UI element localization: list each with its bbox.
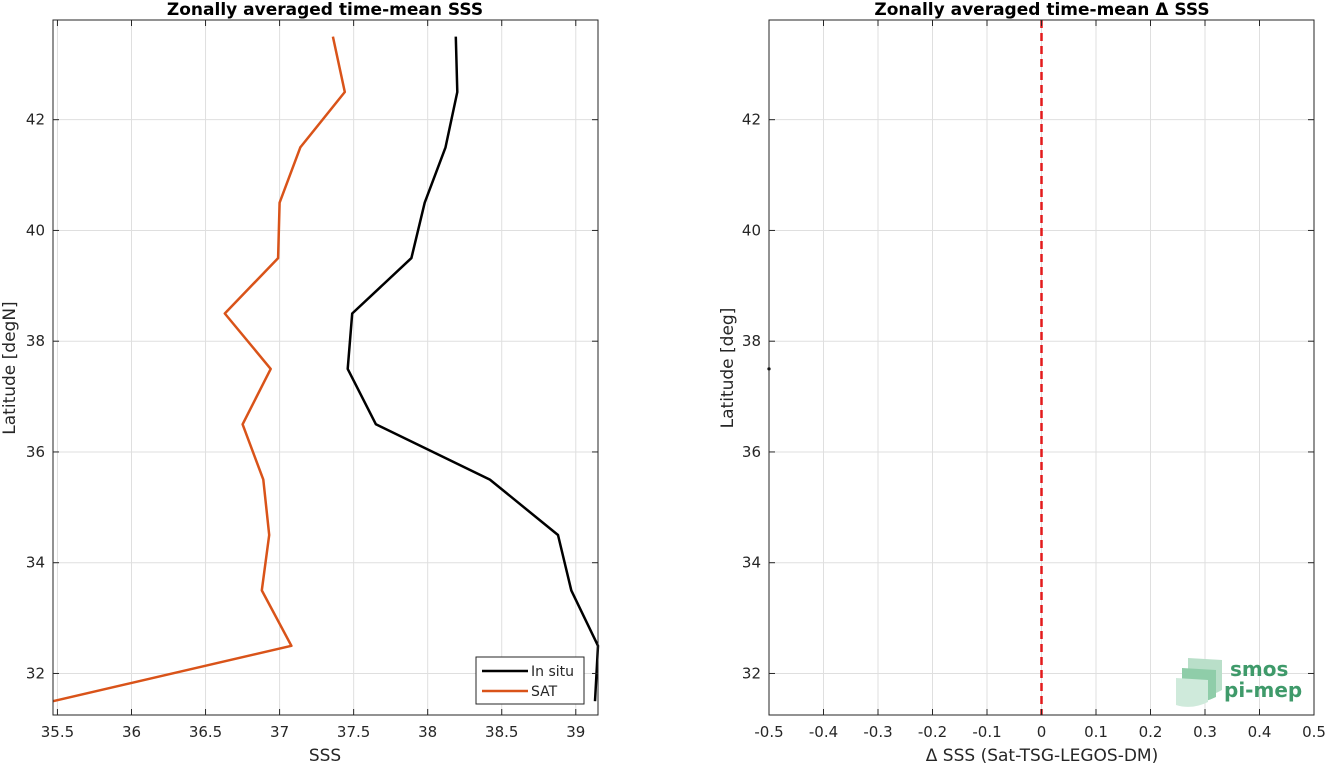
sss-grid xyxy=(53,20,598,715)
x-tick-label: 38.5 xyxy=(485,723,518,741)
x-tick-label: 35.5 xyxy=(41,723,74,741)
x-tick-label: 39 xyxy=(566,723,585,741)
y-tick-label: 32 xyxy=(26,664,45,682)
x-tick-label: 0.5 xyxy=(1302,723,1326,741)
x-tick-label: 0.1 xyxy=(1084,723,1108,741)
y-tick-label: 38 xyxy=(26,332,45,350)
x-tick-label: 36 xyxy=(122,723,141,741)
delta-sss-x-axis-label: Δ SSS (Sat-TSG-LEGOS-DM) xyxy=(926,746,1158,764)
series-line-sat xyxy=(52,36,347,703)
sss-axes-box xyxy=(52,19,599,716)
series-line-in-situ xyxy=(346,36,600,702)
legend-label-sat: SAT xyxy=(531,684,558,700)
sss-profile-panel: 35.5 36 36.5 37 37.5 38 38.5 39 32 34 36 38 40 42 Zon… xyxy=(0,0,600,764)
y-tick-label: 36 xyxy=(742,443,761,461)
y-tick-label: 36 xyxy=(26,443,45,461)
sss-plot-area xyxy=(53,20,598,715)
x-tick-label: 0 xyxy=(1037,723,1047,741)
x-tick-label: 37.5 xyxy=(337,723,370,741)
sss-series xyxy=(52,36,600,703)
x-tick-label: 36.5 xyxy=(189,723,222,741)
legend-label-in-situ: In situ xyxy=(531,664,574,680)
x-tick-label: -0.2 xyxy=(918,723,947,741)
logo-wave-icon xyxy=(1176,658,1222,707)
delta-sss-panel: -0.5 -0.4 -0.3 -0.2 -0.1 0 0.1 0.2 0.3 0.4 0.5 32 34… xyxy=(718,0,1326,764)
x-tick-label: -0.5 xyxy=(754,723,783,741)
y-tick-label: 40 xyxy=(26,221,45,239)
delta-sss-chart-title: Zonally averaged time-mean Δ SSS xyxy=(874,0,1209,20)
sss-chart-title: Zonally averaged time-mean SSS xyxy=(167,0,483,20)
legend-box xyxy=(475,656,585,705)
x-tick-label: 37 xyxy=(270,723,289,741)
x-tick-label: 0.3 xyxy=(1193,723,1217,741)
sss-y-axis-label: Latitude [degN] xyxy=(0,301,20,434)
x-tick-label: -0.4 xyxy=(809,723,838,741)
x-tick-label: -0.1 xyxy=(972,723,1001,741)
y-tick-label: 40 xyxy=(742,221,761,239)
logo-line-1: smos xyxy=(1230,657,1288,681)
x-tick-label: 38 xyxy=(418,723,437,741)
y-tick-label: 38 xyxy=(742,332,761,350)
y-tick-label: 42 xyxy=(742,111,761,129)
y-tick-label: 42 xyxy=(26,111,45,129)
smos-pi-mep-logo: smos pi-mep xyxy=(1176,657,1302,707)
y-tick-label: 34 xyxy=(26,554,45,572)
x-tick-label: 0.4 xyxy=(1248,723,1272,741)
x-tick-label: -0.3 xyxy=(863,723,892,741)
sss-x-axis-label: SSS xyxy=(309,746,341,764)
delta-sss-y-axis-label: Latitude [deg] xyxy=(718,308,738,429)
sss-legend: In situ SAT xyxy=(475,656,585,705)
y-tick-label: 34 xyxy=(742,554,761,572)
x-tick-label: 0.2 xyxy=(1139,723,1163,741)
logo-line-2: pi-mep xyxy=(1224,678,1302,702)
y-tick-label: 32 xyxy=(742,664,761,682)
sss-ticks: 35.5 36 36.5 37 37.5 38 38.5 39 32 34 36 38 40 42 xyxy=(26,20,598,741)
delta-sss-ticks: -0.5 -0.4 -0.3 -0.2 -0.1 0 0.1 0.2 0.3 0.4 0.5 32 34… xyxy=(742,20,1326,741)
